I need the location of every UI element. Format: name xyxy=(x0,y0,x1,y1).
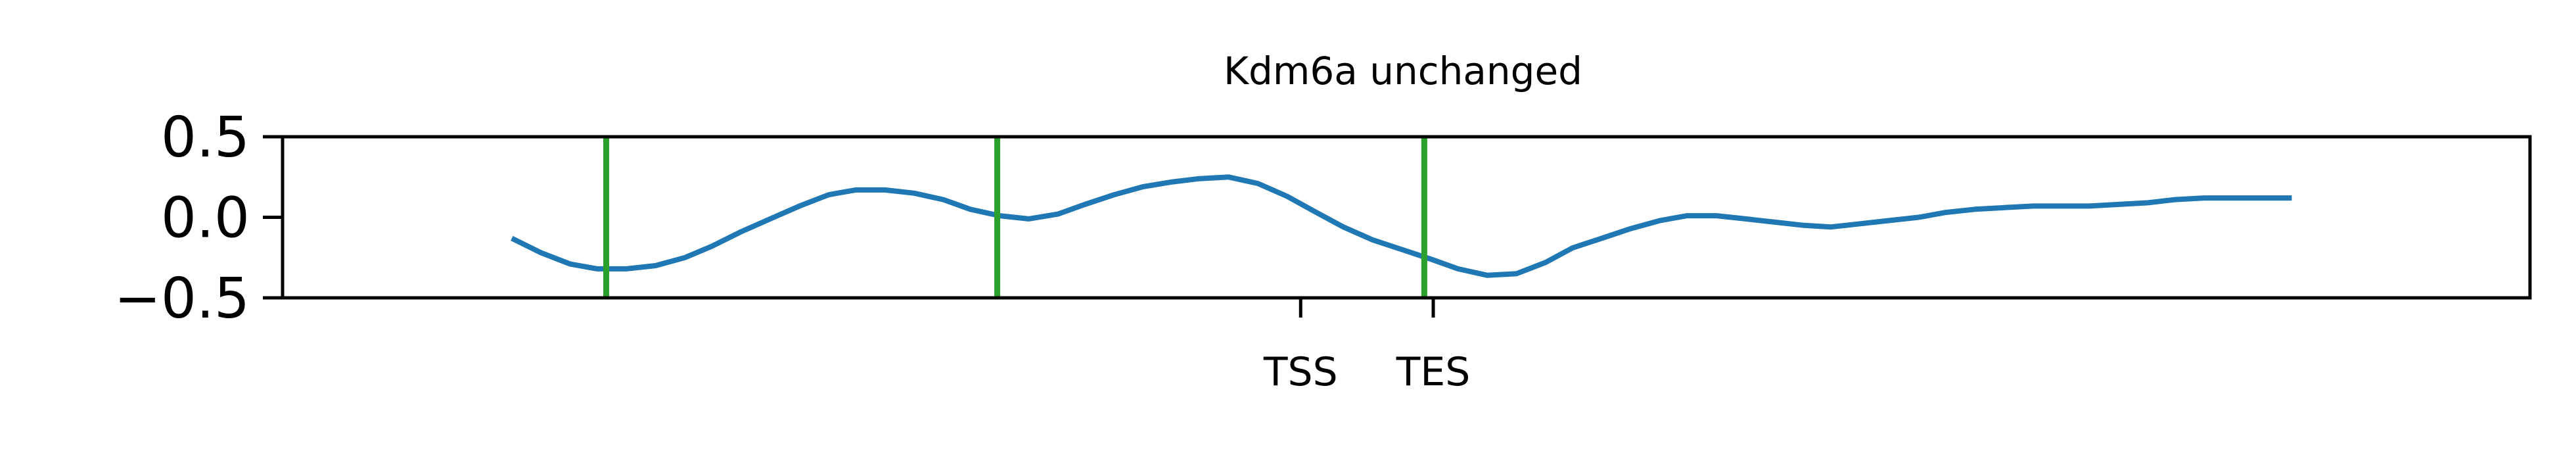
y-tick-label-2: −0.5 xyxy=(114,266,250,331)
series-line-0 xyxy=(511,174,2292,278)
x-tick-label-0: TSS xyxy=(1263,349,1338,395)
plot-area xyxy=(511,137,2292,298)
x-tick-label-1: TES xyxy=(1396,349,1471,395)
y-axis: 0.5 0.0 −0.5 xyxy=(114,105,283,331)
axes-frame xyxy=(281,135,2532,300)
x-axis: TSS TES xyxy=(1263,298,1471,395)
y-tick-label-1: 0.0 xyxy=(161,186,250,251)
chart-title: Kdm6a unchanged xyxy=(1224,49,1582,93)
y-tick-label-0: 0.5 xyxy=(161,105,250,170)
